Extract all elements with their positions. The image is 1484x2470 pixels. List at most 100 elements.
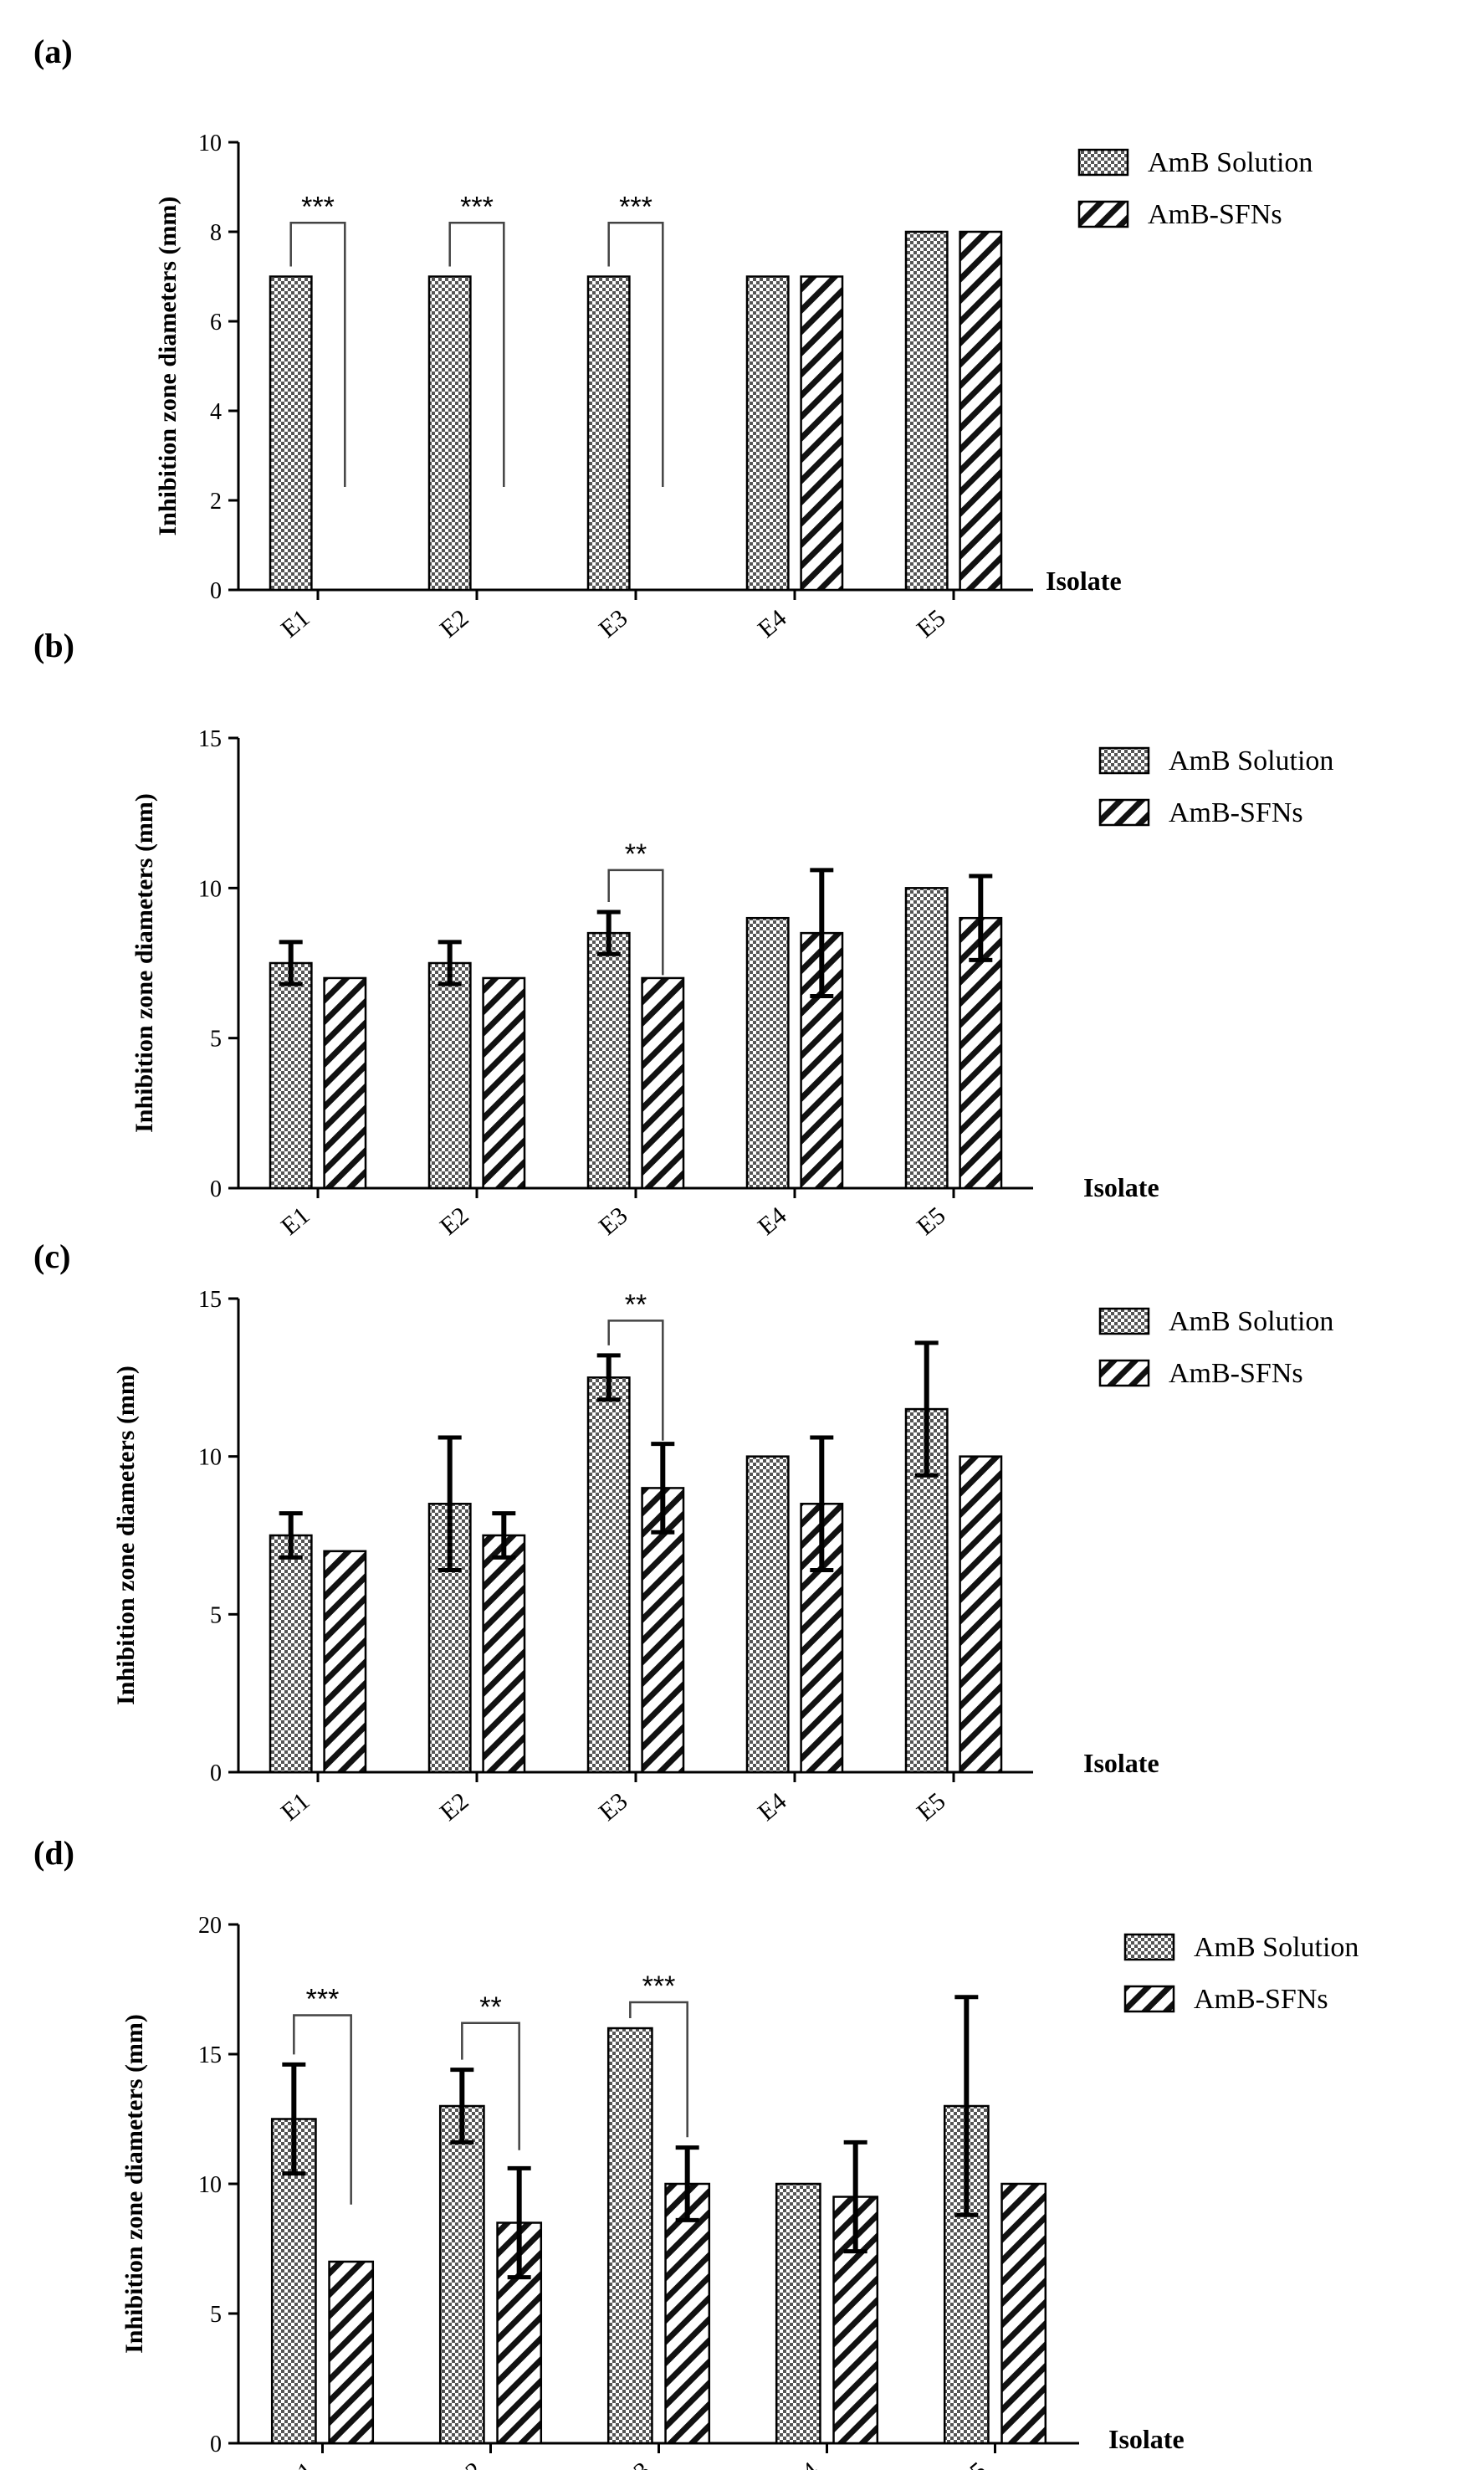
legend-swatch-amb-solution — [1098, 746, 1150, 775]
significance-label: ** — [479, 1991, 501, 2023]
bar-amb-solution — [745, 1455, 790, 1774]
x-tick-label: E5 — [953, 2457, 992, 2470]
significance-bracket — [629, 2001, 688, 2138]
bar-amb-sfns — [323, 976, 367, 1190]
x-tick-label: E3 — [594, 1202, 633, 1241]
y-tick-label: 5 — [210, 1027, 222, 1053]
x-tick-label: E1 — [276, 604, 315, 643]
y-tick-label: 20 — [198, 1913, 222, 1939]
panel-label: (d) — [33, 1834, 74, 1872]
x-tick-label: E4 — [785, 2457, 824, 2470]
legend-label: AmB-SFNs — [1169, 1358, 1303, 1389]
y-tick-label: 2 — [210, 489, 222, 515]
legend-label: AmB Solution — [1169, 746, 1333, 776]
significance-bracket — [293, 2014, 352, 2205]
bar-amb-sfns — [959, 916, 1003, 1190]
y-tick-label: 8 — [210, 220, 222, 246]
y-tick-label: 6 — [210, 310, 222, 336]
x-tick-label: E3 — [617, 2457, 656, 2470]
significance-bracket — [461, 2022, 520, 2150]
significance-bracket — [607, 222, 664, 487]
bar-amb-solution — [775, 2182, 821, 2445]
x-tick-label: E2 — [435, 1202, 474, 1241]
y-tick-label: 0 — [210, 1760, 222, 1786]
bar-amb-solution — [269, 275, 313, 592]
x-tick-label: E1 — [280, 2457, 320, 2470]
legend-swatch-amb-sfns — [1098, 798, 1150, 827]
x-tick-label: E1 — [276, 1787, 315, 1827]
bar-amb-solution — [586, 1376, 631, 1774]
bar-amb-sfns — [800, 1503, 844, 1774]
y-tick-label: 0 — [210, 578, 222, 604]
y-tick-label: 4 — [210, 399, 222, 425]
bar-amb-sfns — [664, 2182, 711, 2445]
legend-swatch-amb-solution — [1098, 1307, 1150, 1335]
bar-amb-sfns — [1000, 2182, 1047, 2445]
y-tick-label: 10 — [198, 876, 222, 902]
legend-label: AmB Solution — [1169, 1306, 1333, 1337]
bar-amb-sfns — [482, 1534, 526, 1774]
x-axis-title: Isolate — [1046, 566, 1122, 596]
y-tick-label: 10 — [198, 131, 222, 156]
legend-label: AmB Solution — [1194, 1932, 1359, 1963]
x-tick-label: E3 — [594, 604, 633, 643]
bar-amb-sfns — [323, 1550, 367, 1774]
y-tick-label: 15 — [198, 1287, 222, 1313]
legend-label: AmB Solution — [1148, 147, 1313, 178]
y-axis-title: Inhibition zone diameters (mm) — [120, 2014, 148, 2354]
bar-amb-sfns — [641, 976, 685, 1190]
y-tick-label: 10 — [198, 1445, 222, 1471]
bar-amb-solution — [904, 230, 949, 592]
x-tick-label: E1 — [276, 1202, 315, 1241]
significance-label: *** — [619, 191, 652, 223]
bar-amb-solution — [904, 1407, 949, 1774]
x-tick-label: E4 — [753, 1202, 792, 1241]
bar-amb-solution — [586, 931, 631, 1190]
bar-amb-solution — [586, 275, 631, 592]
bar-amb-sfns — [959, 230, 1003, 592]
x-tick-label: E3 — [594, 1787, 633, 1827]
y-tick-label: 10 — [198, 2172, 222, 2198]
bar-amb-solution — [745, 916, 790, 1190]
x-axis-title: Isolate — [1108, 2424, 1185, 2454]
legend-swatch-amb-solution — [1123, 1933, 1175, 1961]
significance-label: *** — [306, 1984, 340, 2016]
significance-bracket — [448, 222, 505, 487]
y-axis-title: Inhibition zone diameters (mm) — [154, 197, 182, 536]
y-tick-label: 15 — [198, 726, 222, 752]
legend-swatch-amb-solution — [1077, 148, 1129, 177]
x-tick-label: E4 — [753, 1787, 792, 1827]
chart-panel: (a) 0 2 4 6 8 10 Inhibition zone diameters (mm)… — [33, 33, 1313, 643]
significance-label: *** — [642, 1970, 676, 2002]
y-tick-label: 0 — [210, 2432, 222, 2457]
bar-amb-solution — [606, 2027, 653, 2445]
legend-swatch-amb-sfns — [1123, 1985, 1175, 2013]
x-tick-label: E4 — [753, 604, 792, 643]
x-tick-label: E5 — [912, 604, 951, 643]
significance-label: *** — [460, 191, 494, 223]
x-tick-label: E2 — [448, 2457, 488, 2470]
bar-amb-solution — [269, 1534, 313, 1774]
x-axis-title: Isolate — [1083, 1748, 1159, 1778]
y-tick-label: 15 — [198, 2042, 222, 2068]
x-tick-label: E5 — [912, 1787, 951, 1827]
bar-amb-solution — [427, 275, 472, 592]
significance-bracket — [607, 869, 664, 976]
x-tick-label: E2 — [435, 604, 474, 643]
bar-amb-sfns — [800, 275, 844, 592]
bar-amb-solution — [269, 961, 313, 1190]
x-tick-label: E2 — [435, 1787, 474, 1827]
legend-label: AmB-SFNs — [1169, 797, 1303, 828]
y-axis-title: Inhibition zone diameters (mm) — [112, 1366, 140, 1705]
significance-bracket — [607, 1320, 664, 1441]
chart-panel: (c) 0 5 10 15 Inhibition zone diameters (mm) I… — [33, 1238, 1333, 1827]
chart-panel: (d) 0 5 10 15 20 Inhibition zone diameters (mm… — [33, 1834, 1359, 2470]
significance-label: ** — [625, 1289, 647, 1320]
y-axis-title: Inhibition zone diameters (mm) — [130, 793, 158, 1133]
y-tick-label: 0 — [210, 1176, 222, 1202]
x-tick-label: E5 — [912, 1202, 951, 1241]
bar-amb-solution — [438, 2104, 485, 2445]
legend-label: AmB-SFNs — [1194, 1984, 1328, 2015]
y-tick-label: 5 — [210, 1602, 222, 1628]
